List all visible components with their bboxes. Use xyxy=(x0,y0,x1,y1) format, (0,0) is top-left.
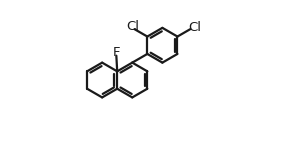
Text: F: F xyxy=(113,46,120,59)
Text: Cl: Cl xyxy=(188,21,201,34)
Text: Cl: Cl xyxy=(126,20,140,33)
